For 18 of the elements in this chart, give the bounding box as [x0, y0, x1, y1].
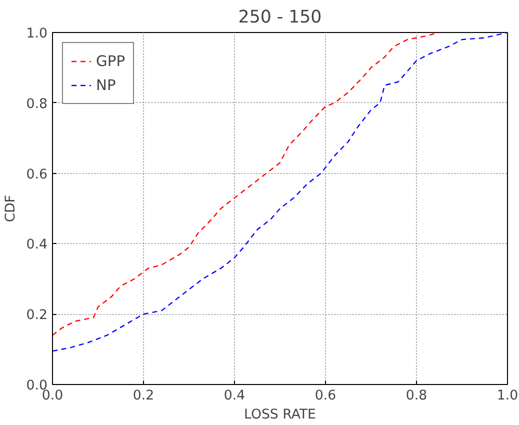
y-tick-label: 0.2: [26, 308, 48, 324]
y-tick-label: 1.0: [26, 26, 48, 42]
chart-title: 250 - 150: [238, 8, 322, 28]
y-tick-label: 0.8: [26, 96, 48, 112]
y-axis-title: CDF: [3, 194, 18, 222]
x-tick-label: 0.8: [406, 388, 428, 404]
x-tick-label: 0.6: [314, 388, 336, 404]
x-tick-label: 0.2: [132, 388, 154, 404]
x-tick-label: 1.0: [496, 388, 518, 404]
x-tick-label: 0.0: [42, 388, 64, 404]
x-tick-label: 0.4: [224, 388, 246, 404]
line-series: [52, 32, 440, 336]
legend-label: NP: [96, 76, 116, 94]
legend-label: GPP: [96, 52, 126, 70]
x-axis-title: LOSS RATE: [244, 408, 316, 422]
y-tick-label: 0.4: [26, 238, 48, 253]
line-series: [52, 32, 508, 352]
y-tick-label: 0.6: [26, 167, 48, 182]
